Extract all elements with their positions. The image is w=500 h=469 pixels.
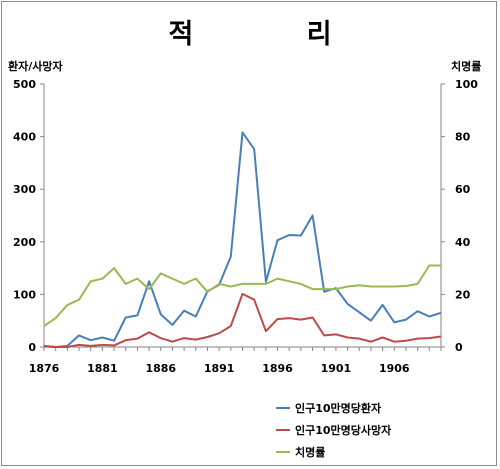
- left-tick-label: 400: [13, 131, 36, 144]
- legend-swatch-cases: [276, 407, 290, 409]
- right-tick-label: 20: [455, 288, 471, 301]
- series-line-fatality: [43, 264, 441, 327]
- x-tick-label: 1896: [262, 362, 293, 375]
- legend-item-deaths: 인구10만명당사망자: [276, 419, 391, 441]
- legend-swatch-deaths: [276, 429, 290, 431]
- left-tick-label: 100: [13, 288, 36, 301]
- x-tick-label: 1891: [204, 362, 235, 375]
- right-tick-label: 100: [455, 78, 478, 91]
- chart-title: 적 리: [168, 19, 384, 50]
- left-tick-label: 300: [13, 183, 36, 196]
- legend-label-cases: 인구10만명당환자: [295, 402, 382, 415]
- x-tick-label: 1886: [145, 362, 176, 375]
- legend-label-deaths: 인구10만명당사망자: [295, 424, 392, 437]
- right-axis-label: 치명률: [451, 60, 482, 73]
- right-tick-label: 0: [455, 341, 463, 354]
- legend-label-fatality: 치명률: [295, 446, 326, 459]
- x-tick-label: 1901: [321, 362, 352, 375]
- left-tick-label: 500: [13, 78, 36, 91]
- left-tick-label: 200: [13, 236, 36, 249]
- left-axis-label: 환자/사망자: [8, 60, 63, 73]
- x-tick-label: 1906: [379, 362, 410, 375]
- left-tick-label: 0: [28, 341, 36, 354]
- right-tick-label: 40: [455, 236, 471, 249]
- x-tick-label: 1876: [29, 362, 60, 375]
- right-tick-label: 60: [455, 183, 471, 196]
- right-tick-label: 80: [455, 131, 471, 144]
- legend-item-cases: 인구10만명당환자: [276, 397, 391, 419]
- legend-item-fatality: 치명률: [276, 441, 391, 463]
- series-line-deaths: [43, 292, 442, 348]
- legend: 인구10만명당환자 인구10만명당사망자 치명률: [276, 397, 391, 463]
- x-tick-label: 1881: [87, 362, 118, 375]
- series-line-cases: [43, 131, 442, 348]
- legend-swatch-fatality: [276, 451, 290, 453]
